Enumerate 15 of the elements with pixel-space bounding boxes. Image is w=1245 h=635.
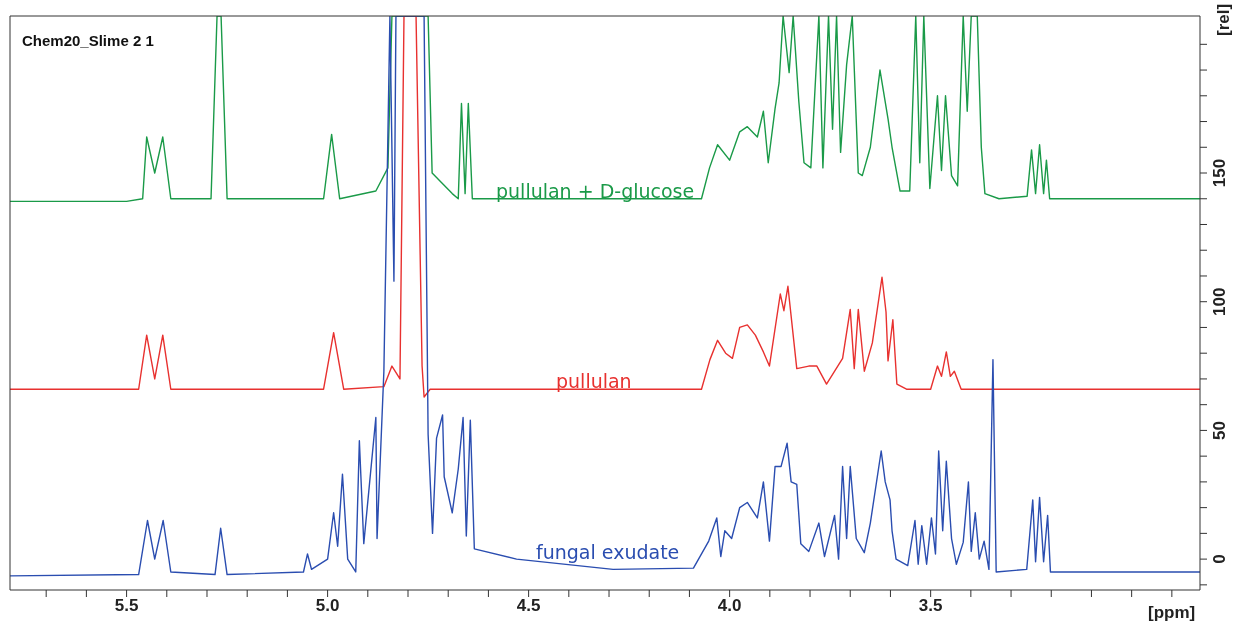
x-tick-label: 4.5	[516, 596, 541, 616]
series-label: fungal exudate	[536, 541, 680, 563]
x-tick-label: 3.5	[918, 596, 943, 616]
y-tick-label: 100	[1210, 287, 1229, 316]
x-tick-label: 5.5	[114, 596, 139, 616]
y-tick-label: 150	[1210, 158, 1229, 188]
x-tick-label: 4.0	[717, 596, 742, 616]
text: Chem20_Slime 2 1	[22, 32, 154, 49]
series-label: pullulan + D-glucose	[496, 180, 695, 202]
x-tick-label: 5.0	[315, 596, 340, 616]
series-label: pullulan	[556, 370, 632, 392]
y-tick-label: 50	[1210, 420, 1229, 440]
y-axis-title: [rel]	[1214, 3, 1234, 36]
x-axis-title: [ppm]	[1148, 603, 1196, 623]
y-tick-label: 0	[1210, 554, 1229, 564]
